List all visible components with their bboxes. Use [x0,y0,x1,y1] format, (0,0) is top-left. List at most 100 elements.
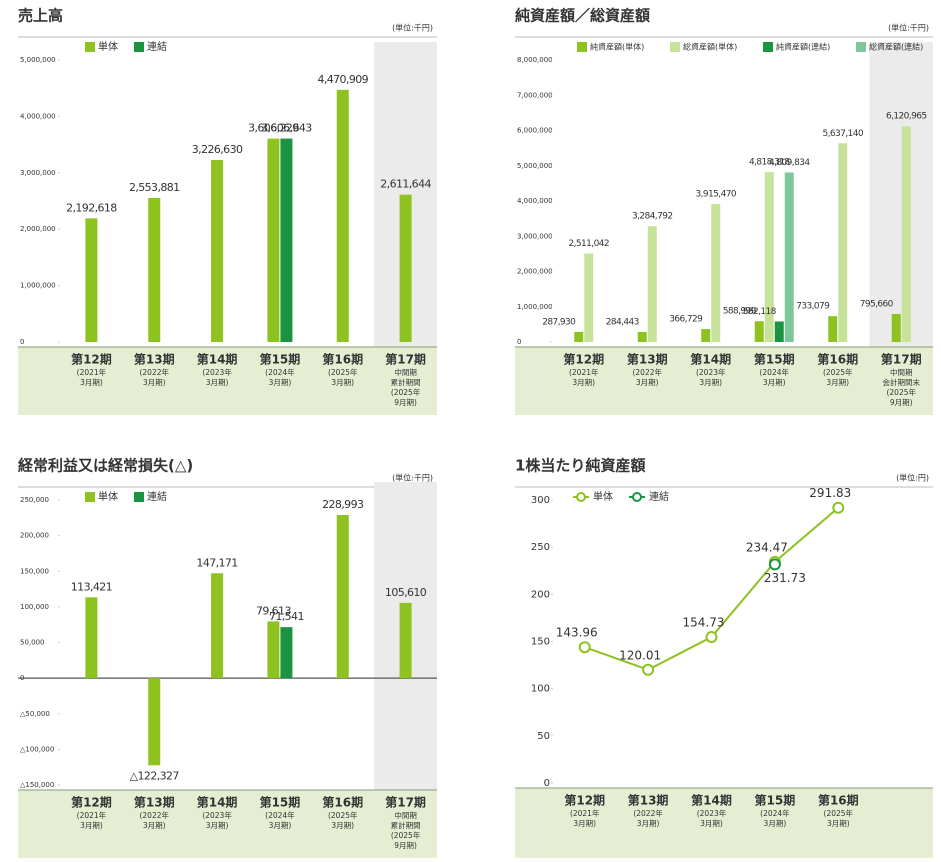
value-label: 4,809,834 [769,158,810,168]
category-note: (2025年 [824,808,854,818]
category-note: 3月期) [331,821,354,830]
x-tick-label: 第15期 [754,352,795,367]
legend-marker [632,492,642,502]
category-note: 3月期) [827,819,850,828]
x-tick-label: 第15期 [755,793,796,808]
x-tick-label: 第13期 [627,352,668,367]
legend-swatch [763,42,773,52]
category-note: 累計期間 [391,820,421,830]
value-label: 228,993 [322,498,364,511]
value-label: 5,637,140 [823,129,864,139]
category-note: (2025年 [886,387,916,397]
y-tick-label: 2,000,000 [517,268,553,276]
y-tick-label: 100,000 [20,603,49,611]
chart-title: 1株当たり純資産額 [515,457,645,475]
bar [764,172,774,342]
value-label: 113,421 [71,580,112,593]
category-note: 3月期) [143,378,166,387]
y-tick-label: 100 [531,684,550,695]
bar [711,203,721,342]
y-tick-label: 0 [544,778,550,789]
value-label: 588,999 [723,307,757,317]
category-note: (2023年 [202,367,232,377]
y-tick-label: 250 [531,542,550,553]
category-note: 中間期 [890,367,913,377]
y-tick-label: 1,000,000 [20,282,56,290]
legend-label: 連結 [147,490,167,503]
x-tick-label: 第12期 [71,795,112,810]
marker [642,663,655,676]
bar [901,126,911,342]
value-label: 120.01 [619,648,661,662]
y-tick-label: 5,000,000 [517,162,553,170]
value-label: 3,606,643 [261,122,312,135]
category-note: 3月期) [637,819,660,828]
category-note: 会計期間末 [883,377,921,387]
y-tick-label: △50,000 [20,710,50,718]
category-note: 累計期間 [391,377,421,387]
value-label: 3,915,470 [696,189,737,199]
y-tick-label: 50,000 [20,639,45,647]
line [584,506,839,671]
legend-swatch [856,42,866,52]
value-label: 3,226,630 [192,143,243,156]
category-note: 3月期) [699,378,722,387]
legend-label: 純資産額(連結) [776,42,830,52]
category-note: 3月期) [572,378,595,387]
legend-label: 総資産額(単体) [683,42,737,52]
y-tick-label: 300 [531,495,550,506]
y-tick-label: 200 [531,589,550,600]
category-footer [18,347,437,415]
bar [85,218,98,342]
y-tick-label: 7,000,000 [517,91,553,99]
value-label: 234.47 [746,540,788,554]
x-tick-label: 第12期 [563,352,604,367]
category-footer [515,347,933,415]
chart-title: 売上高 [18,7,63,25]
x-tick-label: 第13期 [628,793,669,808]
bar [399,602,412,679]
unit-label: (単位:千円) [888,23,929,33]
value-label: 2,192,618 [66,201,117,214]
legend-swatch [134,42,144,52]
value-label: 79,613 [256,604,291,617]
category-note: (2024年 [760,808,790,818]
highlight-column [869,42,933,347]
value-label: 2,553,881 [129,181,180,194]
chart-title: 純資産額／総資産額 [515,7,650,25]
x-tick-label: 第12期 [71,352,112,367]
x-tick-label: 第12期 [564,793,605,808]
value-label: 366,729 [669,315,703,325]
value-label: 6,120,965 [886,112,926,122]
unit-label: (単位:円) [896,473,929,483]
x-tick-label: 第15期 [260,352,301,367]
category-note: (2025年 [823,367,853,377]
bar [774,321,784,342]
category-note: 3月期) [269,378,292,387]
value-label: 147,171 [196,556,237,569]
x-tick-label: 第17期 [385,795,426,810]
legend-label: 単体 [593,490,613,503]
category-note: (2023年 [202,810,232,820]
value-label: 284,443 [606,317,639,327]
y-tick-label: 4,000,000 [517,197,553,205]
value-label: 3,284,792 [632,212,672,222]
bar [85,597,98,679]
legend-swatch [577,42,587,52]
category-note: (2025年 [391,387,421,397]
category-note: 9月期) [890,398,913,407]
value-label: 287,930 [542,317,576,327]
value-label: △122,327 [130,769,180,782]
y-tick-label: 250,000 [20,496,49,504]
x-tick-label: 第17期 [385,352,426,367]
bar [280,138,293,342]
legend-label: 連結 [147,40,167,53]
value-label: 733,079 [796,302,830,312]
category-note: (2021年 [77,810,107,820]
category-note: (2023年 [697,808,727,818]
bar [267,621,280,679]
marker [578,641,591,654]
bar [647,226,657,342]
y-tick-label: 4,000,000 [20,112,56,120]
legend-swatch [670,42,680,52]
